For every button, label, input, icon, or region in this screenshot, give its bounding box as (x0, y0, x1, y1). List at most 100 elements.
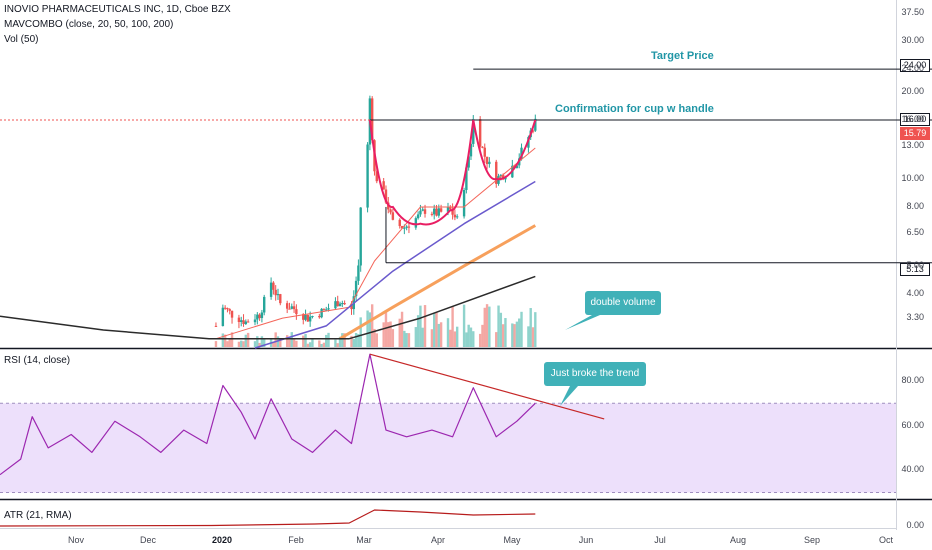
candle-body (483, 147, 486, 157)
volume-bar (237, 341, 241, 347)
candle-body (419, 210, 422, 215)
volume-bar (325, 334, 328, 347)
time-tick-label: Sep (803, 535, 821, 545)
price-tick-label: 10.00 (901, 172, 924, 183)
candle-body (237, 317, 241, 323)
candle-body (534, 118, 537, 131)
candle-body (403, 227, 406, 229)
time-tick-label: Feb (288, 535, 304, 545)
candle-body (357, 265, 360, 281)
candle-body (306, 314, 310, 322)
volume-legend: Vol (50) (4, 34, 39, 45)
candle-body (327, 308, 330, 310)
candle-body (400, 226, 404, 229)
volume-bar (387, 322, 390, 347)
volume-bar (462, 304, 466, 347)
candle-body (318, 316, 321, 318)
volume-bar (455, 326, 459, 347)
candle-body (467, 156, 470, 168)
ma-line-ma50 (254, 180, 536, 349)
price-tick-label: 37.50 (901, 7, 924, 18)
volume-bar (352, 339, 356, 347)
volume-bar (322, 342, 326, 347)
volume-bar (437, 323, 441, 347)
candle-body (398, 219, 401, 227)
volume-bar (504, 318, 507, 347)
candle-body (453, 214, 457, 218)
price-tick-label: 3.30 (906, 312, 924, 323)
double-volume-callout: double volume (585, 291, 661, 315)
candle-body (414, 218, 418, 228)
volume-bar (518, 318, 521, 347)
price-tick-label: 20.00 (901, 85, 924, 96)
indicator-legend: MAVCOMBO (close, 20, 50, 100, 200) (4, 19, 174, 30)
candle-body (246, 321, 250, 323)
last-price-tag: 15.79 (900, 127, 930, 140)
volume-bar (481, 324, 484, 347)
time-tick-label: May (503, 535, 521, 545)
candle-body (341, 303, 344, 305)
volume-bar (341, 333, 344, 347)
candle-body (302, 314, 305, 320)
volume-bar (483, 307, 486, 347)
volume-bar (272, 342, 275, 347)
candle-body (292, 306, 296, 310)
candle-body (472, 119, 475, 144)
volume-bar (407, 333, 411, 347)
candle-body (290, 306, 293, 309)
volume-bar (370, 304, 374, 347)
volume-bar (511, 323, 514, 347)
volume-bar (244, 334, 248, 347)
candle-body (320, 308, 323, 318)
volume-bar (469, 327, 473, 347)
volume-bar (416, 315, 420, 347)
price-tick-label: 8.00 (906, 200, 924, 211)
volume-bar (214, 341, 218, 347)
price-tick-label: 4.00 (906, 287, 924, 298)
price-tick-label: 13.00 (901, 140, 924, 151)
candle-body (272, 282, 275, 290)
time-tick-label: Mar (356, 535, 372, 545)
volume-bar (449, 329, 452, 347)
candle-body (531, 130, 535, 132)
volume-bar (398, 318, 401, 347)
volume-bar (389, 321, 392, 347)
candle-body (370, 98, 374, 141)
candle-body (391, 212, 395, 220)
candle-body (295, 309, 298, 315)
volume-bar (384, 311, 388, 347)
candle-body (226, 308, 229, 310)
volume-bar (485, 304, 489, 347)
time-tick-label: Dec (139, 535, 157, 545)
volume-bar (292, 338, 296, 347)
volume-bar (320, 343, 323, 347)
candle-body (350, 304, 353, 310)
volume-bar (290, 332, 293, 347)
volume-bar (446, 318, 450, 347)
volume-bar (242, 341, 245, 347)
candle-body (449, 207, 452, 210)
time-tick-label: 2020 (211, 535, 233, 545)
broke-trend-pointer (560, 386, 578, 406)
target-price-tag: 24.00 (900, 59, 930, 72)
volume-bar (350, 335, 353, 347)
candle-body (384, 189, 388, 203)
volume-bars (214, 304, 537, 347)
volume-bar (430, 329, 434, 347)
candle-body (242, 320, 245, 325)
volume-bar (531, 327, 535, 347)
candle-body (405, 226, 408, 228)
volume-bar (221, 333, 225, 347)
volume-bar (334, 339, 337, 347)
candle-body (504, 177, 507, 180)
candle-body (435, 208, 438, 216)
candle-body (423, 209, 427, 214)
volume-bar (373, 328, 376, 347)
confirmation-annotation: Confirmation for cup w handle (555, 103, 714, 115)
candle-body (359, 207, 362, 266)
volume-bar (391, 329, 395, 347)
candle-body (338, 303, 342, 307)
rsi-line (0, 353, 536, 476)
volume-bar (368, 312, 372, 347)
candle-body (322, 308, 326, 310)
